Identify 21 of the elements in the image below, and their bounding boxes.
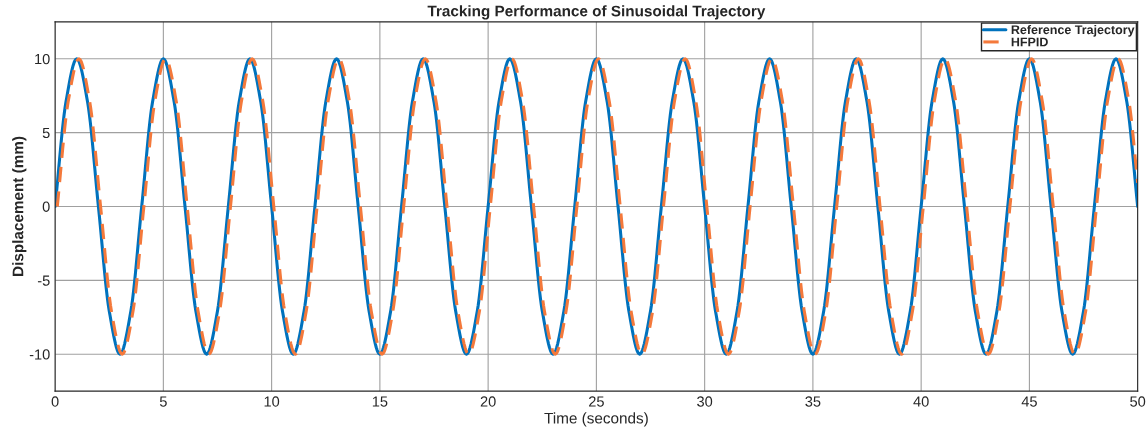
x-axis-title: Time (seconds) — [544, 412, 648, 427]
legend-label: HFPID — [1011, 37, 1048, 47]
x-tick-label: 0 — [51, 396, 59, 407]
y-tick-label: 10 — [35, 53, 50, 65]
x-tick-label: 25 — [589, 396, 604, 407]
x-tick-label: 15 — [372, 396, 388, 407]
y-tick-label: 5 — [42, 127, 50, 139]
x-tick-label: 35 — [805, 396, 821, 407]
y-axis-title: Displacement (mm) — [12, 136, 27, 276]
x-tick-label: 40 — [913, 396, 929, 407]
y-tick-label: 0 — [42, 201, 50, 212]
y-tick-label: -10 — [29, 349, 50, 360]
x-tick-label: 50 — [1130, 396, 1146, 407]
x-tick-label: 20 — [480, 396, 496, 407]
chart-title: Tracking Performance of Sinusoidal Trajectory — [427, 5, 766, 20]
x-tick-label: 10 — [264, 396, 280, 407]
y-tick-label: -5 — [37, 275, 50, 286]
x-tick-label: 30 — [697, 396, 713, 407]
legend-label: Reference Trajectory — [1011, 24, 1135, 37]
x-tick-label: 5 — [159, 396, 167, 407]
x-tick-label: 45 — [1021, 396, 1037, 407]
